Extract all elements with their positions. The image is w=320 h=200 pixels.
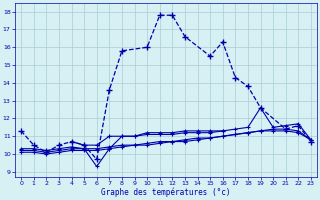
X-axis label: Graphe des températures (°c): Graphe des températures (°c) [101,188,231,197]
